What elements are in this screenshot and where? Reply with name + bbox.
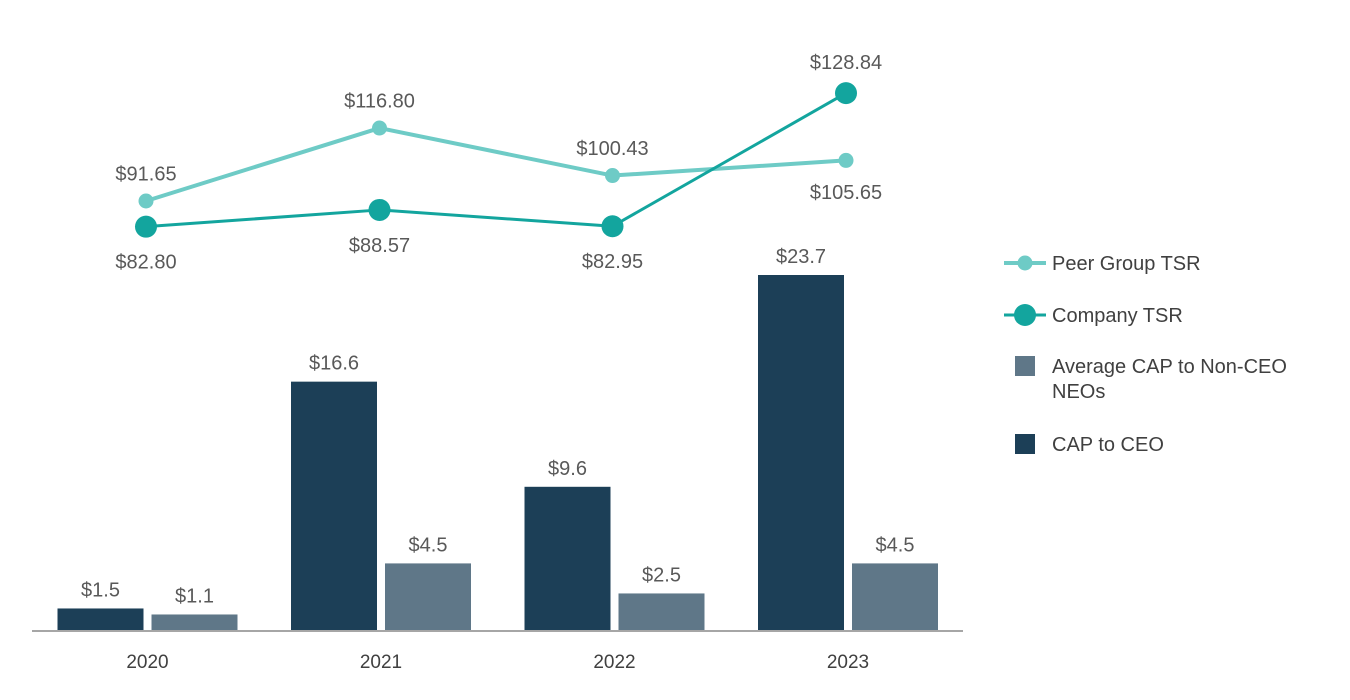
bar-label-cap-to-ceo-2021: $16.6 [309, 353, 359, 375]
lines-layer [135, 82, 857, 238]
line-label-company-tsr-2021: $88.57 [349, 235, 410, 257]
bar-average-cap-to-non-ceo-neos-2020 [151, 614, 238, 631]
point-company-tsr-2022 [601, 215, 624, 238]
line-label-peer-group-tsr-2023: $105.65 [810, 182, 882, 204]
point-peer-group-tsr-2022 [605, 168, 620, 184]
x-tick-2021: 2021 [360, 652, 402, 673]
bar-label-average-cap-to-non-ceo-neos-2023: $4.5 [876, 534, 915, 556]
legend-label-cap-to-ceo: CAP to CEO [1052, 434, 1164, 456]
line-label-peer-group-tsr-2021: $116.80 [344, 91, 415, 113]
line-label-peer-group-tsr-2022: $100.43 [576, 138, 648, 160]
point-peer-group-tsr-2020 [138, 193, 154, 209]
bar-label-cap-to-ceo-2020: $1.5 [81, 579, 120, 601]
legend-marker-company-tsr [1014, 304, 1036, 326]
bar-label-cap-to-ceo-2022: $9.6 [548, 458, 587, 480]
legend-item-peer-group-tsr: Peer Group TSR [1004, 253, 1201, 275]
line-label-company-tsr-2022: $82.95 [582, 251, 643, 273]
legend-label-company-tsr: Company TSR [1052, 305, 1183, 327]
bar-average-cap-to-non-ceo-neos-2022 [618, 593, 705, 631]
line-label-company-tsr-2023: $128.84 [810, 52, 882, 74]
line-labels-layer: $91.65 $116.80 $100.43 $105.65 $82.80 $88.57 $… [115, 52, 882, 274]
bar-label-cap-to-ceo-2023: $23.7 [776, 246, 826, 268]
bar-label-average-cap-to-non-ceo-neos-2020: $1.1 [175, 585, 214, 607]
line-peer-group-tsr [145, 126, 847, 203]
x-tick-2023: 2023 [827, 652, 869, 673]
point-peer-group-tsr-2021 [372, 120, 387, 136]
bar-label-average-cap-to-non-ceo-neos-2021: $4.5 [409, 534, 448, 556]
bar-cap-to-ceo-2020 [57, 608, 144, 631]
bar-cap-to-ceo-2022 [524, 486, 611, 631]
x-tick-labels: 2020 2021 2022 2023 [126, 652, 869, 673]
bar-average-cap-to-non-ceo-neos-2021 [385, 563, 471, 631]
legend-label-average-cap-to-non-ceo: Average CAP to Non-CEO [1052, 356, 1287, 378]
bar-label-average-cap-to-non-ceo-neos-2022: $2.5 [642, 564, 681, 586]
bar-average-cap-to-non-ceo-neos-2023 [852, 563, 938, 631]
legend-swatch-cap-to-ceo [1015, 434, 1035, 454]
line-company-tsr [145, 91, 847, 229]
bar-labels-layer: $1.5 $16.6 $9.6 $23.7 $1.1 $4.5 $2.5 $4.5 [81, 246, 914, 607]
legend-marker-peer-group-tsr [1017, 255, 1033, 271]
legend-label-peer-group-tsr: Peer Group TSR [1052, 253, 1201, 275]
legend: Peer Group TSR Company TSR Average CAP to … [1004, 253, 1287, 456]
x-tick-2020: 2020 [126, 652, 168, 673]
point-company-tsr-2020 [135, 215, 157, 238]
legend-item-cap-to-ceo: CAP to CEO [1015, 434, 1164, 456]
bar-cap-to-ceo-2023 [758, 275, 844, 631]
legend-label-average-cap-to-non-ceo-line2: NEOs [1052, 381, 1105, 403]
legend-item-company-tsr: Company TSR [1004, 304, 1183, 327]
legend-swatch-average-cap-to-non-ceo [1015, 356, 1035, 376]
bar-cap-to-ceo-2021 [291, 381, 377, 631]
line-label-company-tsr-2020: $82.80 [115, 252, 176, 274]
bars-layer [57, 275, 938, 631]
legend-item-average-cap-to-non-ceo: Average CAP to Non-CEO NEOs [1015, 356, 1287, 403]
point-company-tsr-2021 [368, 198, 391, 221]
line-label-peer-group-tsr-2020: $91.65 [115, 164, 176, 186]
point-company-tsr-2023 [835, 82, 857, 105]
x-tick-2022: 2022 [593, 652, 635, 673]
point-peer-group-tsr-2023 [838, 152, 854, 168]
